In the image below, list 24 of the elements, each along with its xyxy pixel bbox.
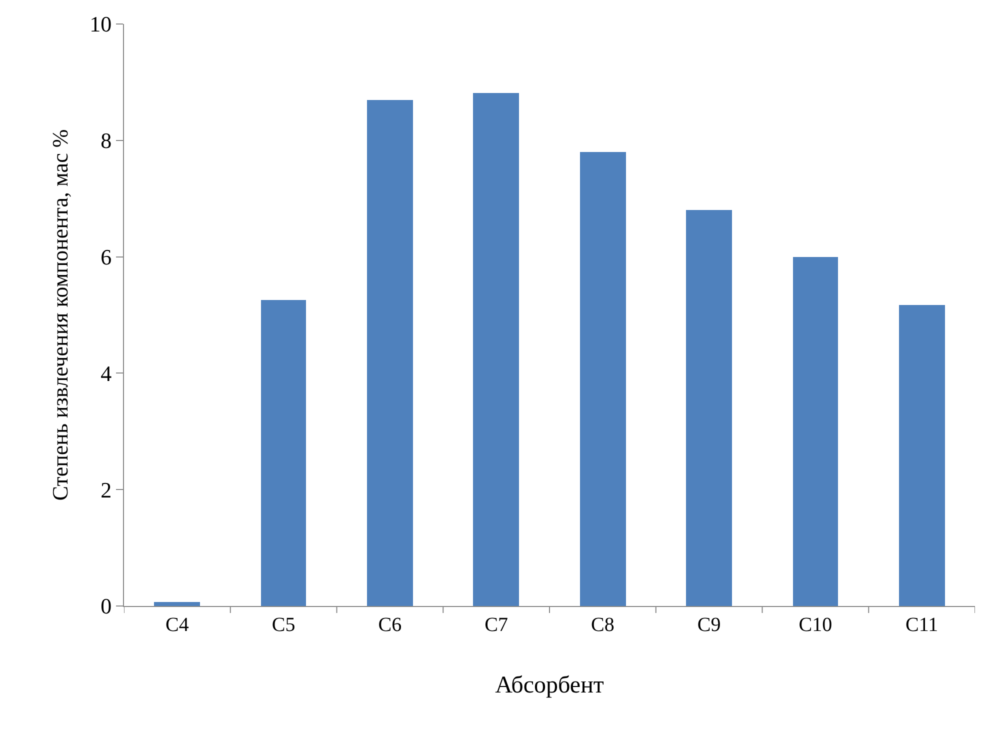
x-tick-label: C8	[591, 614, 614, 636]
x-axis-title: Абсорбент	[495, 672, 604, 698]
y-tick-label: 0	[100, 594, 112, 619]
bar	[793, 257, 838, 606]
bar	[580, 152, 626, 606]
y-axis-title: Степень извлечения компонента, мас %	[47, 129, 72, 501]
bar	[367, 100, 413, 606]
x-tick-label: C4	[166, 614, 189, 636]
bar	[154, 602, 200, 606]
bar	[473, 93, 519, 606]
bar	[899, 305, 945, 606]
bar	[686, 210, 732, 606]
x-tick-label: C7	[484, 614, 508, 636]
y-tick-label: 6	[100, 244, 112, 270]
y-tick-label: 4	[100, 360, 112, 386]
y-tick-label: 8	[100, 128, 112, 154]
bar	[261, 300, 306, 606]
x-tick-label: C6	[378, 614, 402, 636]
x-tick-label: C10	[798, 614, 832, 636]
y-tick-label: 2	[100, 477, 112, 502]
x-tick-label: C5	[272, 614, 296, 636]
x-tick-label: C9	[697, 614, 721, 636]
y-tick-label: 10	[90, 12, 112, 37]
x-tick-label: C11	[906, 614, 938, 636]
